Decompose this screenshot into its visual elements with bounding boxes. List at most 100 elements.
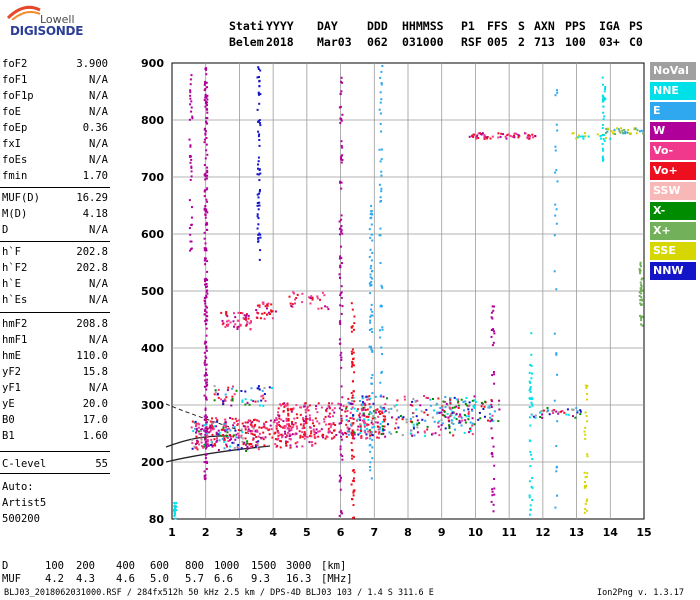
echo-point [554, 149, 557, 152]
echo-point [195, 429, 198, 432]
echo-point [444, 416, 447, 418]
param-value: 202.8 [76, 262, 108, 274]
echo-point [353, 371, 356, 374]
echo-point [524, 132, 527, 135]
echo-point [304, 418, 307, 420]
echo-point [381, 328, 384, 331]
echo-point [370, 280, 373, 283]
echo-point [231, 398, 234, 400]
echo-point [219, 434, 222, 437]
echo-point [554, 94, 557, 97]
echo-point [423, 430, 426, 433]
echo-point [370, 420, 373, 422]
header-row1-9: PPS [565, 19, 586, 33]
echo-point [338, 338, 341, 341]
echo-point [205, 443, 208, 446]
echo-point [205, 96, 208, 99]
y-tick-label: 500 [141, 285, 164, 298]
echo-point [582, 135, 585, 138]
echo-point [264, 436, 267, 439]
echo-point [236, 424, 239, 426]
echo-point [206, 438, 209, 441]
echo-point [370, 347, 373, 350]
echo-point [502, 133, 505, 136]
echo-point [361, 414, 364, 417]
echo-point [201, 428, 204, 431]
echo-point [534, 134, 537, 137]
echo-point [339, 180, 342, 183]
echo-point [413, 434, 416, 437]
echo-point [241, 312, 244, 315]
echo-point [257, 233, 260, 236]
echo-point [373, 426, 375, 428]
echo-point [369, 431, 372, 433]
echo-point [530, 364, 533, 367]
echo-point [603, 134, 605, 136]
echo-point [193, 445, 196, 448]
echo-point [303, 431, 306, 434]
echo-point [224, 424, 227, 427]
echo-point [303, 422, 306, 425]
echo-point [233, 447, 236, 449]
echo-point [368, 413, 371, 416]
echo-point [204, 478, 207, 481]
echo-point [173, 502, 176, 504]
echo-point [606, 130, 609, 133]
echo-point [340, 511, 343, 513]
echo-point [275, 424, 278, 427]
echo-point [369, 321, 372, 324]
echo-point [378, 108, 381, 111]
echo-point [309, 302, 312, 305]
echo-point [281, 434, 284, 437]
echo-point [585, 509, 588, 512]
echo-point [303, 420, 305, 423]
y-tick-label: 600 [141, 228, 164, 241]
echo-point [252, 438, 255, 441]
x-tick-label: 13 [569, 526, 584, 539]
echo-point [257, 435, 260, 438]
echo-point [243, 441, 246, 444]
echo-point [421, 418, 424, 421]
param-row: foEp 0.36 [2, 122, 108, 138]
echo-point [270, 428, 273, 431]
echo-point [210, 438, 213, 441]
echo-point [464, 402, 467, 405]
echo-point [352, 422, 355, 425]
echo-point [279, 446, 282, 449]
echo-point [473, 423, 476, 426]
echo-point [449, 415, 452, 418]
x-tick-label: 1 [168, 526, 176, 539]
echo-point [374, 430, 377, 433]
echo-point [325, 409, 327, 412]
echo-point [198, 423, 201, 426]
echo-point [587, 135, 590, 138]
echo-point [191, 117, 194, 120]
echo-point [314, 442, 317, 445]
echo-point [258, 192, 261, 195]
echo-point [217, 429, 220, 432]
echo-point [412, 412, 415, 414]
echo-point [221, 428, 224, 431]
echo-point [214, 391, 217, 394]
echo-point [528, 371, 531, 374]
echo-point [552, 412, 555, 414]
echo-point [263, 311, 266, 314]
echo-point [529, 504, 532, 507]
echo-point [380, 170, 383, 173]
echo-point [329, 426, 332, 429]
echo-point [190, 165, 193, 168]
echo-point [467, 415, 470, 418]
echo-point [601, 134, 604, 137]
echo-point [449, 402, 452, 405]
echo-point [601, 147, 604, 150]
echo-point [260, 426, 263, 429]
echo-point [248, 322, 251, 325]
echo-point [258, 306, 261, 309]
echo-point [409, 403, 412, 406]
echo-point [225, 426, 227, 429]
echo-point [374, 421, 377, 424]
echo-point [554, 203, 557, 206]
echo-point [286, 435, 289, 438]
echo-point [317, 402, 320, 405]
echo-point [256, 215, 259, 218]
